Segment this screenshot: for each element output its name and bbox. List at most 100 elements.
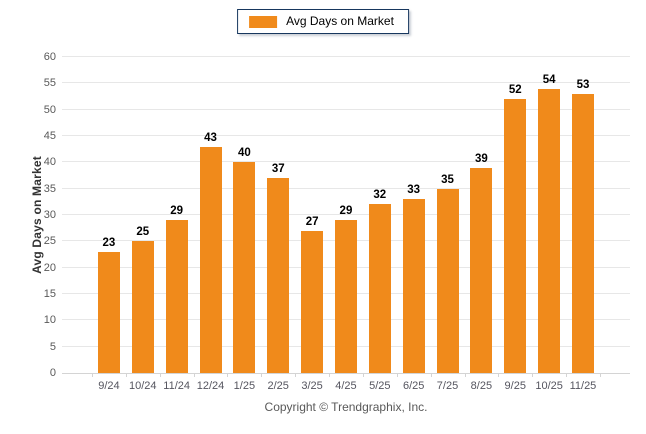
plot-area: 23 9/24 25 10/24 29 11/24 43 12/24 40 1/25 37 2/25 2…: [62, 56, 630, 392]
bar-value-label: 54: [542, 73, 556, 86]
bar-value-label: 53: [576, 78, 590, 91]
bar-slot: 27 3/25: [295, 57, 329, 392]
bar-slot: 32 5/25: [363, 57, 397, 392]
y-axis-tick-label: 55: [43, 77, 56, 90]
bar: [165, 220, 188, 373]
bar-value-label: 33: [407, 184, 421, 197]
y-axis-tick-label: 40: [43, 156, 56, 169]
bar: [402, 199, 425, 373]
x-axis-tick-label: 11/25: [569, 380, 597, 392]
x-axis-tick-label: 1/25: [233, 380, 256, 392]
legend-swatch-avg-days: [249, 15, 278, 28]
x-axis-tick-label: 2/25: [267, 380, 289, 392]
bar-slot: 29 4/25: [329, 57, 363, 392]
bar: [470, 167, 493, 373]
y-axis-tick-label: 0: [49, 367, 56, 379]
x-axis-tick: [430, 373, 432, 377]
x-axis-tick-label: 4/25: [335, 380, 357, 392]
bar-slot: 52 9/25: [498, 57, 532, 392]
bar: [199, 146, 222, 373]
x-axis-tick-label: 12/24: [196, 380, 225, 392]
y-axis-tick-label: 50: [43, 103, 56, 116]
y-axis-tick-label: 45: [43, 130, 56, 142]
bar: [334, 220, 357, 373]
bar-value-label: 25: [136, 226, 150, 239]
bar: [233, 162, 256, 373]
x-axis-tick: [566, 373, 568, 377]
bar-value-label: 39: [474, 152, 488, 165]
legend-label: Avg Days on Market: [286, 14, 394, 28]
bar-slot: 35 7/25: [431, 57, 465, 392]
bar: [301, 230, 324, 373]
x-axis-tick-label: 9/24: [98, 380, 120, 392]
bar-value-label: 52: [508, 84, 522, 97]
x-axis-tick: [396, 373, 398, 377]
x-axis-tick: [329, 373, 331, 377]
bar-slot: 43 12/24: [194, 57, 228, 392]
bar-value-label: 32: [373, 189, 387, 202]
bar-slot: 25 10/24: [126, 57, 160, 392]
y-axis-tick-label: 20: [43, 261, 56, 274]
bar-value-label: 35: [441, 173, 454, 186]
bar-value-label: 29: [170, 205, 184, 218]
bar-slot: 40 1/25: [227, 57, 261, 392]
y-axis-tick-label: 5: [49, 340, 56, 353]
x-axis-tick-label: 6/25: [402, 380, 425, 392]
bar: [436, 188, 459, 373]
bar-slot: 54 10/25: [532, 57, 566, 392]
bar-slot: 23 9/24: [92, 57, 126, 392]
x-axis-tick: [464, 373, 466, 377]
bar-slot: 39 8/25: [464, 57, 498, 392]
bar: [97, 251, 120, 373]
x-axis-tick-label: 10/24: [129, 380, 157, 392]
bar-value-label: 23: [102, 236, 116, 249]
bar-value-label: 29: [339, 205, 353, 218]
x-axis-tick: [600, 373, 601, 377]
x-axis-tick: [532, 373, 534, 377]
x-axis-tick-label: 7/25: [436, 380, 459, 392]
bar-slot: 53 11/25: [566, 57, 600, 392]
x-axis-tick: [227, 373, 229, 377]
y-axis-tick-label: 15: [43, 288, 56, 300]
gridline: [62, 214, 630, 215]
bar: [267, 178, 290, 373]
x-axis-tick: [92, 373, 93, 377]
y-axis-tick-label: 10: [43, 314, 56, 327]
bar: [131, 241, 154, 373]
x-axis-line: [62, 373, 630, 374]
x-axis-tick: [193, 373, 195, 377]
x-axis-tick-label: 9/25: [504, 380, 526, 392]
y-axis-tick-label: 35: [43, 182, 56, 195]
x-axis-tick: [498, 373, 500, 377]
bar: [368, 204, 391, 373]
x-axis-tick-label: 3/25: [301, 380, 323, 392]
x-axis-tick: [125, 373, 127, 377]
bars-container: 23 9/24 25 10/24 29 11/24 43 12/24 40 1/25 37 2/25 2…: [62, 57, 630, 392]
gridline: [62, 56, 630, 57]
x-axis-tick: [295, 373, 297, 377]
y-axis-tick-label: 30: [43, 209, 56, 221]
gridline: [62, 187, 630, 189]
x-axis-tick-label: 5/25: [369, 380, 391, 392]
copyright-text: Copyright © Trendgraphix, Inc.: [264, 400, 428, 414]
bar-slot: 37 2/25: [261, 57, 295, 392]
x-axis-tick: [362, 373, 364, 377]
gridline: [62, 135, 630, 136]
bar-slot: 29 11/24: [160, 57, 194, 392]
bar: [538, 88, 561, 373]
x-axis-tick-label: 11/24: [163, 380, 190, 392]
y-axis-tick-label: 60: [43, 51, 56, 63]
bar: [504, 99, 527, 373]
x-axis-tick-label: 10/25: [535, 380, 563, 392]
bar-slot: 33 6/25: [397, 57, 431, 392]
x-axis-tick-label: 8/25: [470, 380, 493, 392]
gridline: [62, 108, 630, 110]
bar-value-label: 27: [305, 215, 319, 228]
gridline: [62, 82, 630, 84]
bar-value-label: 37: [271, 163, 285, 176]
x-axis-tick: [261, 373, 263, 377]
bar-value-label: 43: [204, 131, 217, 144]
bar-value-label: 40: [237, 147, 251, 160]
x-axis-tick: [159, 373, 161, 377]
